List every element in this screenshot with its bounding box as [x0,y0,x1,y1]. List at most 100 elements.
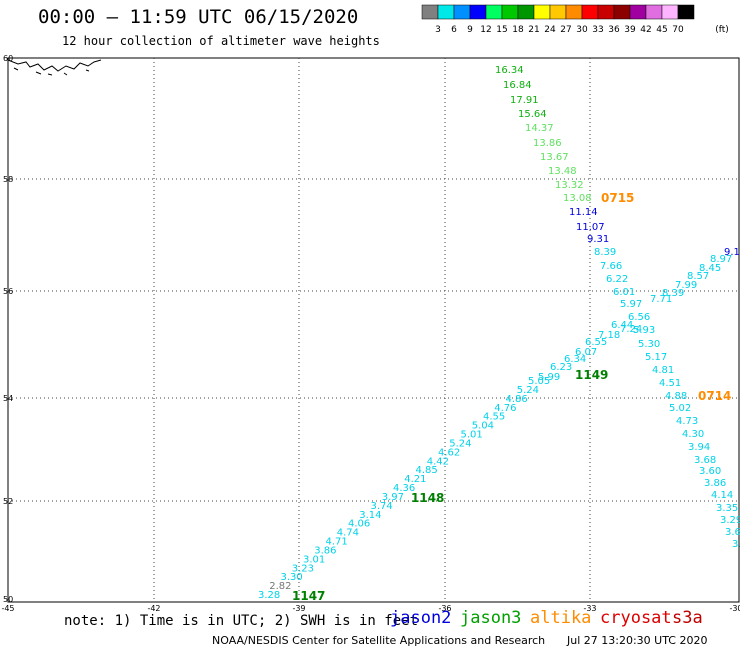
legend-tick-label: 36 [608,25,620,35]
wave-height-value: 4.55 [483,412,505,423]
wave-height-value: 4.14 [711,490,733,501]
wave-height-value: 5.24 [449,438,471,449]
wave-height-value: 6.44 [611,320,633,331]
wave-height-value: 3.28 [258,590,280,601]
legend-tick-label: 21 [528,25,539,35]
wave-height-value: 3.94 [688,442,710,453]
wave-height-value: 7.66 [600,261,622,272]
wave-height-value: 5.30 [638,339,660,350]
track-pass-1148: 5.055.244.864.764.555.045.015.244.624.42… [258,376,550,601]
wave-height-value: 4.62 [438,447,460,458]
wave-height-value: 7.71 [650,294,672,305]
longitude-tick-label: -42 [147,604,160,613]
wave-height-value: 4.81 [652,365,674,376]
pass-time-label: 0715 [601,191,634,205]
wave-height-value: 11.07 [576,222,605,233]
wave-height-value: 16.34 [495,65,524,76]
wave-height-value: 2.82 [269,581,291,592]
satellite-label-cryosat: cryosat [600,608,672,628]
legend-unit: (ft) [715,25,729,35]
satellite-label-jason3: jason3 [460,608,522,628]
track-pass-1149: 9.18.978.458.577.997.718.39 [650,247,740,305]
legend-tick-label: 27 [560,25,571,35]
wave-height-value: 4.71 [326,537,348,548]
wave-height-value: 6.55 [585,337,607,348]
generated-timestamp: Jul 27 13:20:30 UTC 2020 [567,634,708,647]
color-legend: 3 6 9 12 15 18 21 24 27 30 33 36 39 42 45 70 (ft) [421,4,729,35]
wave-height-value: 3.86 [704,478,726,489]
wave-height-value: 4.36 [393,483,415,494]
wave-height-value: 5.04 [472,421,494,432]
wave-height-value: 15.64 [518,109,547,120]
wave-height-value: 4.21 [404,474,426,485]
legend-tick-label: 45 [656,25,667,35]
wave-height-value: 17.91 [510,95,539,106]
wave-height-value: 3.6 [725,527,740,538]
satellite-label-altika: altika [530,608,592,628]
wave-height-value: 11.14 [569,207,598,218]
credit-line: NOAA/NESDIS Center for Satellite Applica… [212,634,546,647]
wave-height-value: 5.93 [633,325,655,336]
longitude-tick-label: -36 [438,604,451,613]
legend-tick-label: 15 [496,25,507,35]
legend-tick-label: 9 [467,25,473,35]
map-title: 00:00 – 11:59 UTC 06/15/2020 [38,6,359,28]
wave-height-value: 8.45 [699,263,721,274]
wave-height-value: 3.74 [371,501,393,512]
pass-time-label: 1147 [292,589,325,603]
legend-tick-label: 3 [435,25,441,35]
latitude-tick-label: 60 [3,54,13,63]
wave-height-value: 3.60 [699,466,721,477]
legend-tick-label: 33 [592,25,603,35]
wave-height-value: 3.97 [382,492,404,503]
wave-height-value: 4.88 [665,391,687,402]
wave-height-value: 8.39 [662,288,684,299]
wave-height-value: 4.42 [427,456,449,467]
map-subtitle: 12 hour collection of altimeter wave hei… [62,34,380,48]
pass-time-label: 1148 [411,491,444,505]
wave-height-value: 13.08 [563,193,592,204]
map-frame [7,57,740,603]
wave-height-value: 5.99 [538,372,560,383]
wave-height-value: 3.14 [359,510,381,521]
wave-height-value: 3.68 [694,455,716,466]
wave-height-value: 3.23 [292,563,314,574]
wave-height-value: 6.22 [606,274,628,285]
latitude-tick-label: 50 [3,595,13,604]
coastline [7,59,102,76]
wave-height-value: 13.67 [540,152,569,163]
wave-height-value: 4.06 [348,519,370,530]
longitude-tick-label: -33 [583,604,596,613]
track-pass-0714: 5.93 5.30 5.17 4.81 4.51 4.885.02 4.73 4.30 3.94… [633,325,740,550]
wave-height-value: 5.17 [645,352,667,363]
wave-height-value: 6.23 [550,362,572,373]
legend-tick-label: 12 [480,25,491,35]
track-pass-0715: 16.34 16.84 17.91 15.64 14.37 13.86 13.67 13.48… [495,65,650,383]
wave-height-value: 6.34 [564,354,586,365]
wave-height-value: 6.01 [613,287,635,298]
legend-tick-label: 6 [451,25,457,35]
latitude-tick-label: 56 [3,287,13,296]
wave-height-value: 4.86 [506,394,528,405]
legend-tick-label: 30 [576,25,588,35]
wave-height-value: 13.48 [548,166,577,177]
wave-height-value: 5.24 [517,385,539,396]
wave-height-value: 7.99 [675,280,697,291]
wave-height-value: 4.85 [416,465,438,476]
wave-height-value: 6.07 [575,347,597,358]
satellite-label-jason2: jason2 [390,608,452,628]
longitude-tick-label: -30 [729,604,740,613]
wave-height-value: 6.56 [628,312,650,323]
wave-height-value: 8.39 [594,247,616,258]
wave-height-value: 3. [732,539,740,550]
longitude-tick-label: -45 [1,604,14,613]
wave-height-value: 3.35 [716,503,738,514]
legend-tick-label: 18 [512,25,524,35]
satellite-label-s3a: s3a [672,608,703,628]
wave-height-value: 4.30 [682,429,704,440]
legend-tick-label: 39 [624,25,636,35]
wave-height-value: 4.76 [494,403,516,414]
wave-height-value: 3.29 [720,515,740,526]
wave-height-value: 3.86 [314,545,336,556]
wave-height-value: 13.32 [555,180,584,191]
